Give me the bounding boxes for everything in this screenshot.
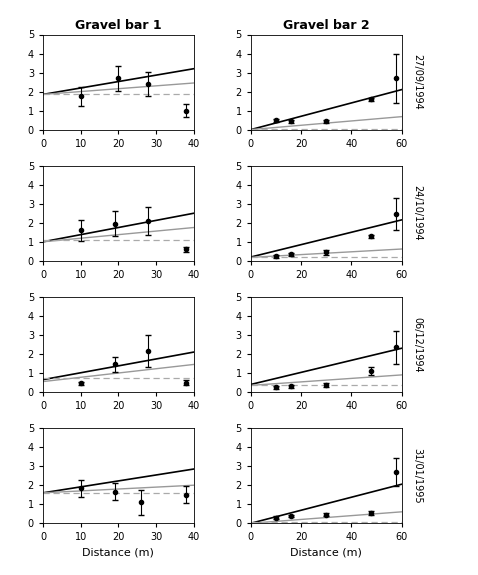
X-axis label: Distance (m): Distance (m) — [82, 548, 154, 558]
Text: 24/10/1994: 24/10/1994 — [413, 186, 423, 241]
Text: 27/09/1994: 27/09/1994 — [413, 54, 423, 110]
X-axis label: Distance (m): Distance (m) — [290, 548, 362, 558]
Text: 06/12/1994: 06/12/1994 — [413, 317, 423, 372]
Title: Gravel bar 1: Gravel bar 1 — [75, 19, 162, 32]
Text: 31/01/1995: 31/01/1995 — [413, 448, 423, 504]
Title: Gravel bar 2: Gravel bar 2 — [283, 19, 369, 32]
